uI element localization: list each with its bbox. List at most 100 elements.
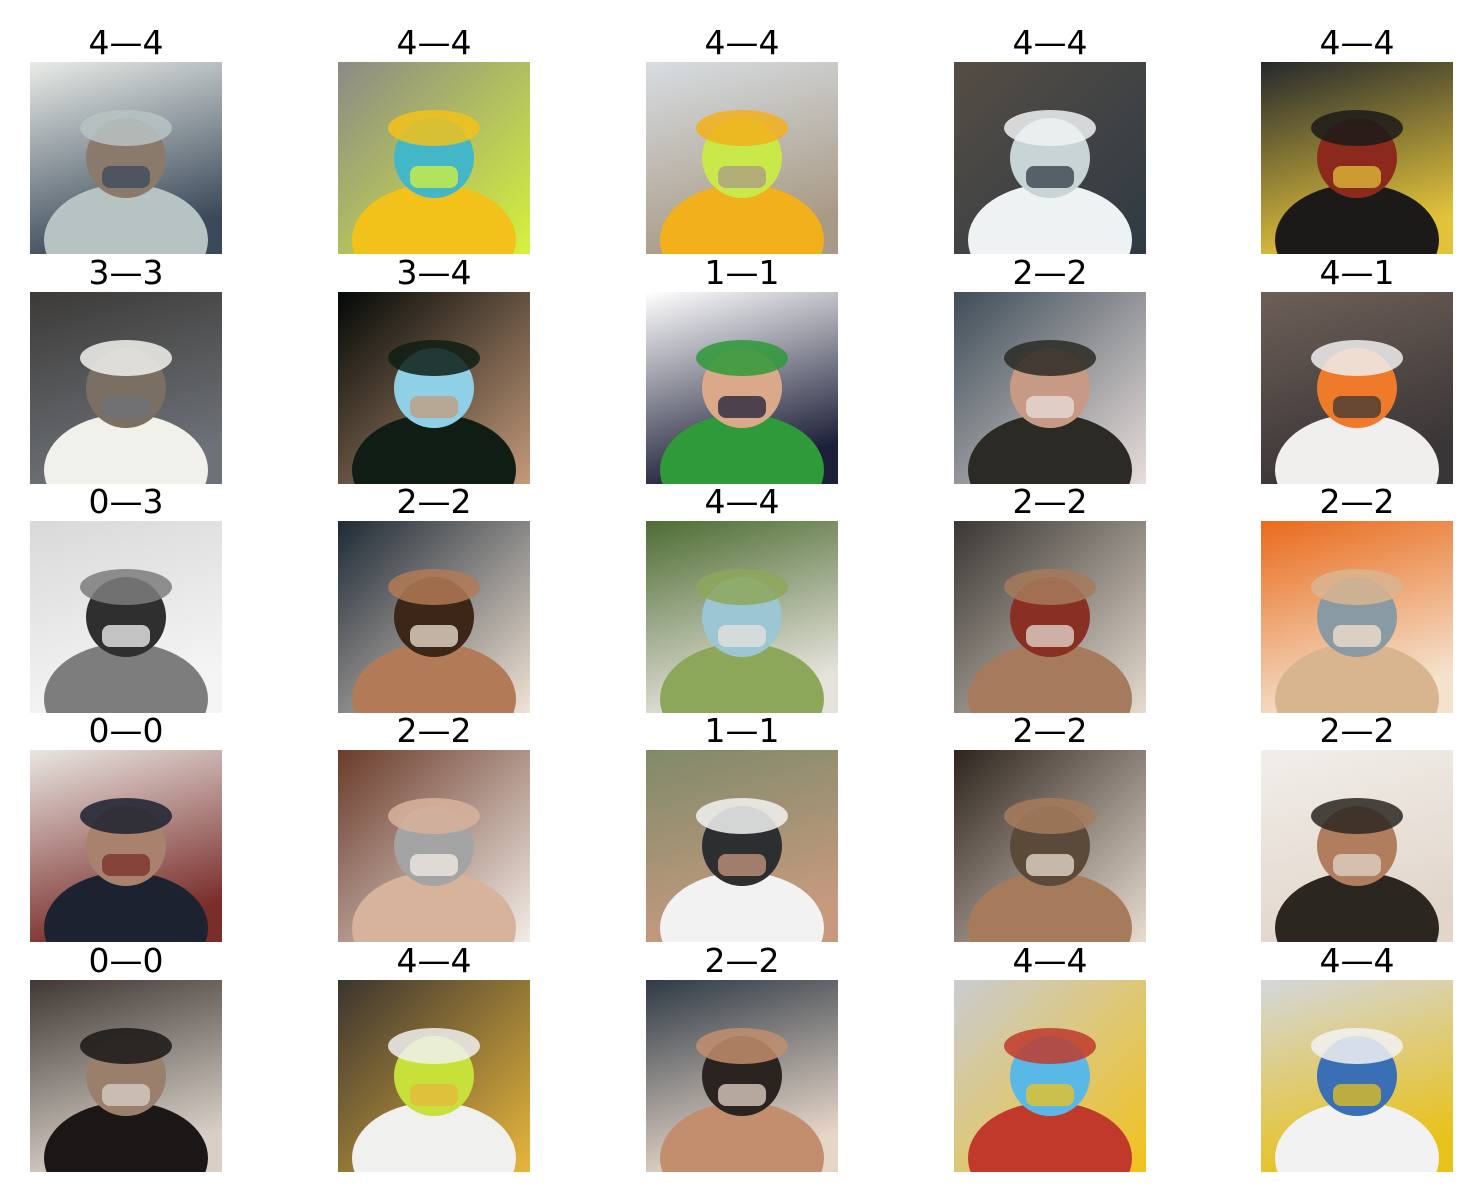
photo-figure-accent (1311, 569, 1403, 605)
cell-label: 2—2 (1012, 253, 1088, 292)
photo-figure-accent (80, 1028, 172, 1064)
photo-figure-detail (410, 1084, 458, 1106)
cell-label: 4—4 (396, 23, 472, 62)
photo-figure-detail (1026, 166, 1074, 188)
cell-label: 4—4 (704, 23, 780, 62)
photo-figure-accent (388, 110, 480, 146)
thumbnail-photo (338, 292, 530, 484)
cell-label: 1—1 (704, 253, 780, 292)
thumbnail-photo (954, 750, 1146, 942)
thumbnail-photo (338, 62, 530, 254)
photo-figure-body (44, 184, 208, 254)
thumbnail-photo (30, 292, 222, 484)
thumbnail-photo (1261, 292, 1453, 484)
photo-figure-detail (410, 854, 458, 876)
photo-figure-body (660, 872, 824, 942)
cell-label: 4—4 (88, 23, 164, 62)
thumbnail-photo (954, 62, 1146, 254)
photo-figure-detail (1026, 625, 1074, 647)
cell-label: 4—4 (396, 941, 472, 980)
cell-label: 2—2 (704, 941, 780, 980)
photo-figure-body (352, 184, 516, 254)
photo-figure-accent (388, 340, 480, 376)
photo-figure-detail (718, 166, 766, 188)
thumbnail-photo (1261, 62, 1453, 254)
cell-label: 3—4 (396, 253, 472, 292)
photo-figure-body (44, 643, 208, 713)
cell-label: 4—4 (704, 482, 780, 521)
cell-label: 0—0 (88, 941, 164, 980)
photo-figure-accent (1311, 110, 1403, 146)
photo-figure-body (1275, 1102, 1439, 1172)
cell-label: 4—4 (1012, 23, 1088, 62)
cell-label: 4—1 (1319, 253, 1395, 292)
thumbnail-photo (30, 980, 222, 1172)
photo-figure-detail (410, 166, 458, 188)
photo-figure-detail (102, 625, 150, 647)
photo-figure-body (352, 1102, 516, 1172)
thumbnail-photo (1261, 750, 1453, 942)
photo-figure-detail (102, 396, 150, 418)
photo-figure-detail (1026, 854, 1074, 876)
photo-figure-body (660, 414, 824, 484)
photo-figure-body (968, 872, 1132, 942)
cell-label: 4—4 (1319, 23, 1395, 62)
thumbnail-photo (646, 521, 838, 713)
photo-figure-detail (718, 396, 766, 418)
thumbnail-photo (30, 521, 222, 713)
photo-figure-body (1275, 414, 1439, 484)
photo-figure-detail (102, 854, 150, 876)
photo-figure-accent (80, 569, 172, 605)
thumbnail-photo (1261, 980, 1453, 1172)
photo-figure-body (968, 1102, 1132, 1172)
photo-figure-detail (718, 625, 766, 647)
photo-figure-accent (696, 110, 788, 146)
photo-figure-body (44, 414, 208, 484)
photo-figure-body (968, 643, 1132, 713)
photo-figure-body (352, 414, 516, 484)
photo-figure-accent (80, 110, 172, 146)
thumbnail-photo (646, 62, 838, 254)
photo-figure-body (1275, 872, 1439, 942)
cell-label: 2—2 (1012, 482, 1088, 521)
photo-figure-body (44, 872, 208, 942)
photo-figure-body (660, 1102, 824, 1172)
photo-figure-accent (80, 798, 172, 834)
cell-label: 0—3 (88, 482, 164, 521)
cell-label: 2—2 (396, 482, 472, 521)
photo-figure-detail (1333, 166, 1381, 188)
cell-label: 2—2 (1012, 711, 1088, 750)
photo-figure-accent (80, 340, 172, 376)
photo-figure-accent (388, 798, 480, 834)
photo-figure-body (352, 643, 516, 713)
photo-figure-body (968, 414, 1132, 484)
photo-figure-body (968, 184, 1132, 254)
photo-figure-detail (718, 854, 766, 876)
photo-figure-accent (1004, 110, 1096, 146)
cell-label: 0—0 (88, 711, 164, 750)
photo-figure-detail (1026, 396, 1074, 418)
photo-figure-detail (102, 1084, 150, 1106)
photo-figure-accent (696, 340, 788, 376)
photo-figure-body (352, 872, 516, 942)
photo-figure-body (1275, 643, 1439, 713)
photo-figure-accent (1004, 1028, 1096, 1064)
thumbnail-photo (954, 980, 1146, 1172)
photo-figure-body (660, 643, 824, 713)
photo-figure-accent (696, 569, 788, 605)
photo-figure-accent (1311, 1028, 1403, 1064)
photo-figure-accent (388, 569, 480, 605)
photo-figure-detail (718, 1084, 766, 1106)
photo-figure-accent (1004, 798, 1096, 834)
photo-figure-accent (696, 798, 788, 834)
thumbnail-photo (1261, 521, 1453, 713)
photo-figure-detail (410, 396, 458, 418)
cell-label: 2—2 (396, 711, 472, 750)
photo-figure-detail (1333, 854, 1381, 876)
thumbnail-photo (954, 292, 1146, 484)
photo-figure-accent (1004, 569, 1096, 605)
cell-label: 2—2 (1319, 482, 1395, 521)
photo-figure-accent (1004, 340, 1096, 376)
photo-figure-body (660, 184, 824, 254)
thumbnail-photo (954, 521, 1146, 713)
